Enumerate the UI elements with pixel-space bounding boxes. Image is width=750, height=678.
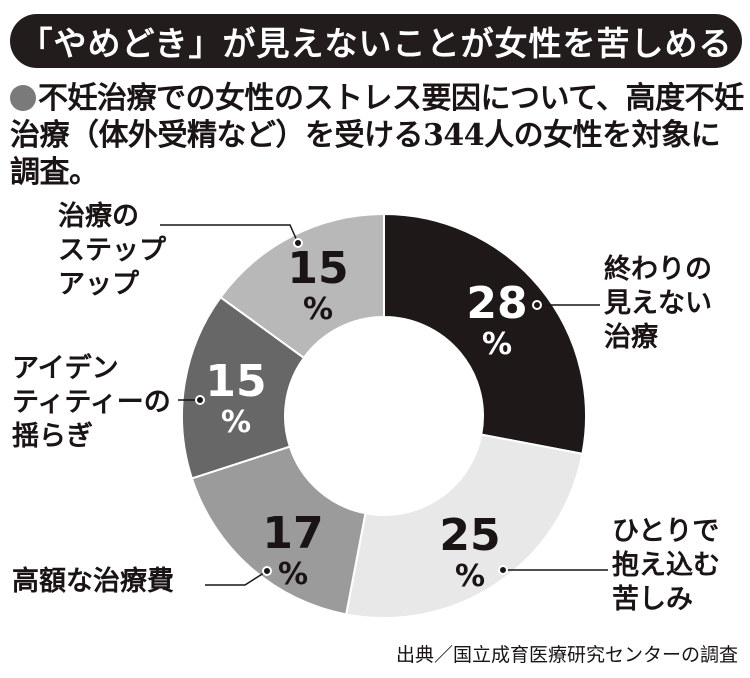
unit-label-2: % bbox=[278, 557, 308, 592]
slice-label-4: 治療の ステップ アップ bbox=[58, 201, 166, 300]
slice-2 bbox=[190, 445, 367, 616]
slice-0 bbox=[383, 212, 587, 456]
callout-dot-3 bbox=[195, 395, 205, 405]
unit-label-0: % bbox=[482, 327, 512, 362]
slice-4 bbox=[219, 212, 385, 360]
unit-label-4: % bbox=[303, 292, 333, 327]
value-label-0: 28 bbox=[466, 278, 527, 329]
slice-label-0: 終わりの 見えない 治療 bbox=[604, 254, 712, 353]
source-note: 出典／国立成育医療研究センターの調査 bbox=[395, 644, 738, 666]
callout-dot-0 bbox=[532, 300, 542, 310]
slice-label-2: 高額な治療費 bbox=[12, 566, 174, 597]
slice-label-1: ひとりで 抱え込む 苦しみ bbox=[612, 516, 720, 615]
callout-line-2 bbox=[205, 570, 268, 586]
subtitle-text: 不妊治療での女性のストレス要因について、高度不妊治療（体外受精など）を受ける34… bbox=[10, 81, 744, 190]
chart-subtitle: 不妊治療での女性のストレス要因について、高度不妊治療（体外受精など）を受ける34… bbox=[10, 80, 745, 191]
callout-line-4 bbox=[160, 224, 299, 244]
callout-dot-4 bbox=[293, 238, 303, 248]
slice-label-3: アイデン ティティーの 揺らぎ bbox=[12, 353, 171, 452]
slice-3 bbox=[181, 295, 306, 480]
callout-dot-1 bbox=[498, 565, 508, 575]
value-label-4: 15 bbox=[287, 243, 348, 294]
unit-label-3: % bbox=[221, 405, 251, 440]
bullet-icon bbox=[10, 85, 36, 111]
unit-label-1: % bbox=[455, 559, 485, 594]
value-label-2: 17 bbox=[262, 508, 323, 559]
slice-1 bbox=[344, 433, 584, 619]
value-label-3: 15 bbox=[205, 356, 266, 407]
value-label-1: 25 bbox=[439, 510, 500, 561]
chart-title: 「やめどき」が見えないことが女性を苦しめる bbox=[10, 14, 742, 68]
callout-dot-2 bbox=[262, 566, 272, 576]
